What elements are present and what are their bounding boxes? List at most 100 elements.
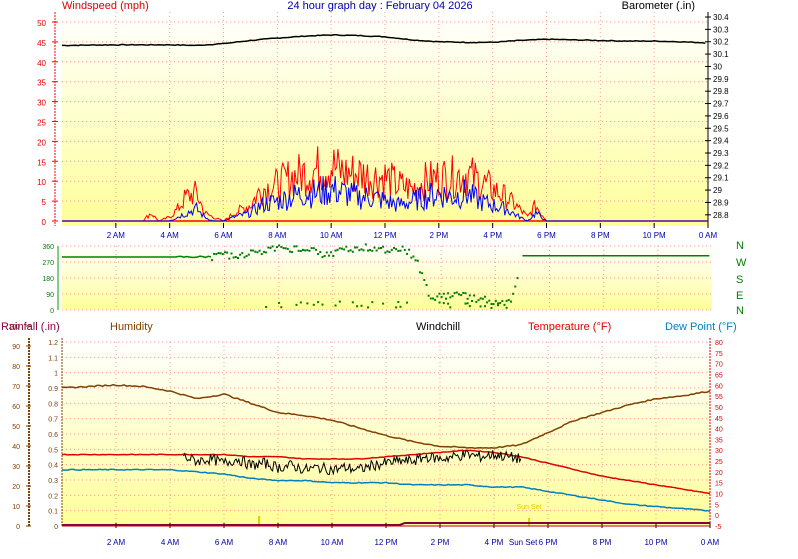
direction-point	[464, 292, 467, 295]
windspeed-tick-label: 5	[42, 198, 47, 207]
direction-point	[265, 306, 268, 308]
direction-point	[250, 249, 252, 252]
direction-point	[466, 302, 469, 305]
direction-point	[386, 250, 389, 253]
direction-point	[234, 256, 237, 258]
direction-point	[499, 302, 502, 305]
humidity-tick-label: 1	[54, 371, 58, 378]
sunset-label: Sun Set	[509, 538, 538, 547]
temperature-tick-label: 35	[715, 437, 723, 444]
direction-point	[419, 271, 421, 274]
humidity-tick-label: 0.8	[48, 401, 58, 408]
direction-point	[267, 246, 270, 249]
direction-point	[416, 259, 419, 262]
barometer-tick-label: 29.2	[713, 161, 729, 170]
rainfall-tick-label: 10	[12, 504, 20, 511]
windspeed-axis-label: Windspeed (mph)	[62, 0, 149, 12]
barometer-tick-label: 28.8	[713, 211, 729, 220]
direction-point	[464, 302, 467, 305]
direction-point	[490, 303, 493, 305]
direction-point	[325, 251, 328, 254]
panel3-x-label: 6 PM	[539, 538, 558, 547]
windspeed-tick-label: 10	[37, 178, 46, 187]
direction-point	[408, 248, 411, 251]
dewpoint-series-line	[61, 468, 711, 512]
humidity-series-line	[61, 383, 711, 450]
direction-point	[445, 297, 447, 300]
temperature-tick-label: 75	[715, 351, 723, 358]
direction-point	[410, 256, 413, 259]
barometer-tick-label: 30	[713, 62, 722, 71]
direction-point	[462, 291, 465, 294]
temperature-tick-label: 55	[715, 394, 723, 401]
direction-point	[349, 249, 352, 252]
direction-point	[451, 295, 454, 298]
temperature-tick-label: 80	[715, 340, 723, 347]
panel1-x-label: 10 AM	[320, 231, 343, 240]
direction-point	[395, 248, 398, 251]
direction-point	[505, 306, 508, 309]
direction-point	[449, 306, 452, 309]
sunset-marker-label: Sun Set	[517, 504, 542, 511]
legend-temperature: Temperature (°F)	[528, 321, 611, 333]
direction-point	[286, 247, 289, 250]
direction-point	[501, 300, 504, 303]
direction-point	[507, 299, 510, 301]
direction-point	[241, 252, 244, 255]
direction-point	[334, 249, 337, 252]
direction-point	[447, 302, 450, 305]
barometer-tick-label: 28.9	[713, 198, 729, 207]
direction-point	[367, 306, 369, 309]
windspeed-tick-label: 25	[37, 119, 46, 128]
windspeed-tick-label: 35	[37, 79, 46, 88]
direction-point	[494, 299, 497, 302]
windspeed-tick-label: 45	[37, 39, 46, 48]
compass-label-n-top: N	[736, 240, 744, 252]
direction-point	[312, 247, 315, 250]
direction-point	[479, 305, 482, 308]
panel1-x-label: 0 AM	[699, 231, 718, 240]
windspeed-tick-label: 20	[37, 138, 46, 147]
direction-point	[245, 255, 248, 257]
direction-point	[293, 245, 296, 248]
temperature-series-line	[61, 449, 711, 495]
direction-point	[388, 251, 391, 254]
direction-point	[263, 250, 265, 253]
direction-tick-label: 0	[50, 308, 54, 315]
direction-point	[297, 249, 300, 252]
direction-point	[334, 304, 337, 307]
direction-point	[239, 253, 242, 256]
direction-point	[412, 255, 415, 258]
rainfall-tick-label: 90	[12, 344, 20, 351]
direction-point	[514, 285, 517, 288]
panel1-x-label: 12 PM	[373, 231, 396, 240]
panel3-x-label: 0 AM	[701, 538, 720, 547]
panel3-x-label: 10 AM	[321, 538, 344, 547]
direction-point	[382, 245, 385, 248]
direction-point	[510, 300, 512, 303]
direction-point	[317, 253, 320, 255]
direction-point	[473, 294, 476, 297]
panel3-x-label: 4 AM	[161, 538, 180, 547]
windspeed-tick-label: 40	[37, 59, 46, 68]
direction-point	[269, 246, 272, 249]
direction-point	[291, 251, 294, 254]
direction-point	[403, 248, 406, 251]
barometer-tick-label: 29	[713, 186, 722, 195]
direction-point	[282, 247, 285, 250]
panel1-x-label: 2 PM	[429, 231, 448, 240]
temperature-tick-label: 40	[715, 427, 723, 434]
barometer-tick-label: 29.6	[713, 112, 729, 121]
direction-point	[280, 306, 283, 309]
direction-point	[471, 300, 473, 302]
direction-point	[304, 249, 307, 252]
direction-point	[315, 248, 317, 251]
direction-point	[321, 256, 324, 259]
direction-point	[265, 251, 268, 254]
rainfall-tick-label: 70	[12, 384, 20, 391]
barometer-tick-label: 30.2	[713, 38, 729, 47]
direction-point	[226, 251, 229, 254]
compass-label-s: S	[736, 274, 743, 286]
panel1-x-label: 6 PM	[537, 231, 556, 240]
